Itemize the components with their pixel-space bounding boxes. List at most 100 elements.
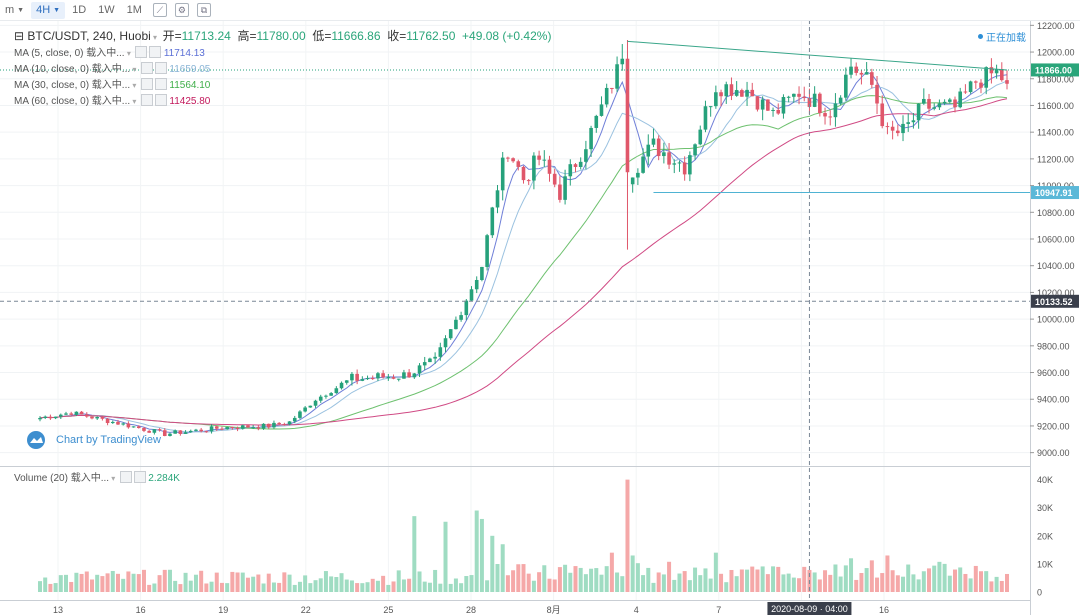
- symbol-name[interactable]: BTC/USDT, 240, Huobi: [27, 29, 151, 43]
- candle-body: [266, 423, 271, 428]
- eye-icon[interactable]: [135, 46, 148, 58]
- volume-bar: [443, 521, 448, 592]
- indicator-label[interactable]: MA (10, close, 0) 载入中...: [14, 64, 131, 75]
- volume-bar: [63, 574, 68, 592]
- candle-body: [708, 106, 713, 108]
- candle: [183, 430, 188, 435]
- candle: [776, 103, 781, 115]
- candle: [126, 421, 131, 429]
- candle: [552, 168, 557, 188]
- candle: [324, 394, 328, 399]
- candle: [755, 96, 760, 112]
- candle: [838, 95, 843, 106]
- collapse-icon[interactable]: ⊟: [14, 29, 25, 43]
- candle-body: [724, 84, 729, 97]
- open-label: 开=: [162, 29, 182, 43]
- candle-body: [630, 177, 635, 185]
- remove-icon[interactable]: [133, 471, 146, 483]
- candle: [890, 120, 895, 140]
- candle: [974, 80, 978, 89]
- candle-body: [225, 427, 229, 430]
- toolbar-interval-4h[interactable]: 4H ▼: [31, 1, 66, 19]
- volume-bar: [292, 584, 297, 592]
- candle: [636, 168, 640, 185]
- volume-bar: [656, 572, 661, 592]
- remove-icon[interactable]: [149, 46, 162, 58]
- volume-bar: [178, 584, 183, 592]
- screenshot-icon[interactable]: ⧉: [196, 3, 211, 17]
- remove-icon[interactable]: [154, 62, 167, 74]
- candle: [766, 99, 770, 111]
- candle-body: [584, 149, 588, 162]
- candle-body: [682, 162, 687, 175]
- candle-body: [526, 180, 531, 182]
- volume-bar: [344, 579, 349, 592]
- volume-bar: [401, 579, 406, 592]
- candle-body: [136, 426, 141, 429]
- volume-bar: [147, 584, 152, 592]
- time-tick-label: 16: [879, 605, 889, 615]
- candle: [594, 114, 599, 133]
- remove-icon[interactable]: [154, 94, 167, 106]
- volume-label[interactable]: Volume (20) 载入中...: [14, 473, 110, 484]
- candle-body: [131, 426, 136, 428]
- volume-bar: [895, 575, 900, 592]
- volume-bar: [947, 575, 952, 592]
- candle-body: [646, 144, 651, 157]
- price-tick-label: 10400.00: [1037, 261, 1075, 271]
- toolbar-interval-1d[interactable]: 1D: [72, 4, 87, 16]
- candle: [911, 112, 916, 129]
- candle: [584, 140, 588, 170]
- volume-bar: [916, 579, 921, 592]
- candle-body: [204, 431, 209, 433]
- candle: [677, 160, 682, 172]
- volume-bar: [287, 574, 292, 592]
- indicator-label[interactable]: MA (5, close, 0) 载入中...: [14, 48, 125, 59]
- volume-bar: [823, 570, 828, 592]
- tradingview-watermark[interactable]: Chart by TradingView: [24, 431, 161, 449]
- indicator-ma30[interactable]: MA (30, close, 0) 载入中... ▾ 11564.10: [14, 78, 211, 91]
- remove-icon[interactable]: [154, 78, 167, 90]
- volume-bar: [838, 576, 843, 592]
- candle-body: [188, 430, 193, 433]
- indicator-ma5[interactable]: MA (5, close, 0) 载入中... ▾ 11714.13: [14, 46, 205, 59]
- chart-style-icon[interactable]: ⟋: [152, 3, 167, 17]
- toolbar-interval-1m[interactable]: 1M: [126, 4, 142, 16]
- volume-bar: [183, 572, 188, 592]
- volume-bar: [724, 582, 729, 592]
- candle-body: [334, 388, 339, 394]
- indicator-label[interactable]: MA (30, close, 0) 载入中...: [14, 80, 131, 91]
- eye-icon[interactable]: [140, 94, 153, 106]
- candle-body: [823, 113, 827, 117]
- indicator-label[interactable]: MA (60, close, 0) 载入中...: [14, 96, 131, 107]
- candle-body: [303, 407, 307, 412]
- candle: [344, 380, 349, 385]
- volume-bar: [937, 561, 942, 592]
- indicator-ma60[interactable]: MA (60, close, 0) 载入中... ▾ 11425.80: [14, 94, 211, 107]
- volume-bar: [303, 575, 308, 592]
- candle-body: [641, 156, 645, 173]
- volume-bar: [828, 574, 833, 592]
- toolbar-interval-1w[interactable]: 1W: [98, 4, 115, 16]
- candle-body: [662, 152, 666, 157]
- eye-icon[interactable]: [140, 62, 153, 74]
- volume-bar: [568, 572, 573, 592]
- candle: [797, 86, 801, 105]
- indicator-ma10[interactable]: MA (10, close, 0) 载入中... ▾ 11659.05: [14, 62, 211, 75]
- volume-bar: [958, 567, 963, 592]
- candle: [188, 429, 193, 433]
- volume-bar: [84, 571, 89, 592]
- volume-legend[interactable]: Volume (20) 载入中... ▾ 2.284K: [14, 471, 180, 484]
- volume-bar: [469, 575, 474, 592]
- candle-body: [927, 98, 931, 109]
- candle: [391, 374, 396, 380]
- volume-bar: [375, 580, 380, 592]
- settings-gear-icon[interactable]: ⚙: [174, 3, 189, 17]
- toolbar-interval-menu[interactable]: m ▼: [5, 4, 25, 16]
- eye-icon[interactable]: [119, 471, 132, 483]
- price-label-text: 10133.52: [1035, 297, 1073, 307]
- eye-icon[interactable]: [140, 78, 153, 90]
- volume-bar: [204, 583, 209, 592]
- open-value: 11713.24: [181, 29, 231, 43]
